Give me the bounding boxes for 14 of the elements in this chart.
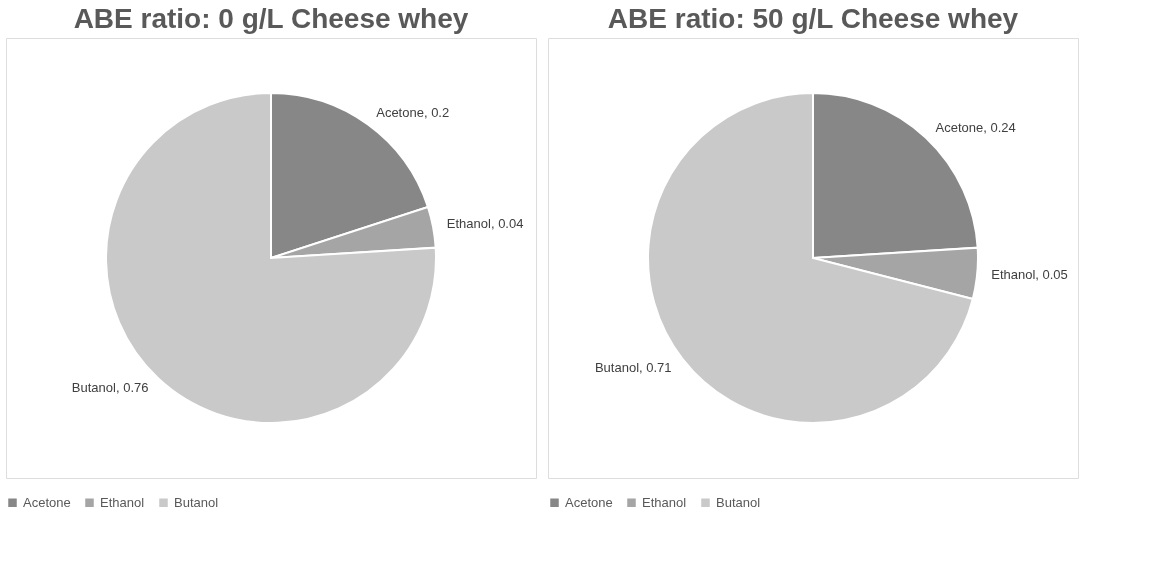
data-label: Ethanol, 0.05 bbox=[991, 266, 1068, 282]
data-label: Acetone, 0.24 bbox=[935, 119, 1016, 135]
legend-label: Acetone bbox=[23, 494, 71, 510]
legend-label: Acetone bbox=[565, 494, 613, 510]
data-label: Butanol, 0.71 bbox=[594, 359, 672, 375]
data-label: Acetone, 0.2 bbox=[376, 105, 450, 121]
legend-label: Ethanol bbox=[100, 494, 145, 510]
data-label: Ethanol, 0.04 bbox=[446, 216, 524, 232]
legend-label: Butanol bbox=[174, 494, 219, 510]
chart-title: ABE ratio: 0 g/L Cheese whey bbox=[73, 3, 469, 34]
chart-title: ABE ratio: 50 g/L Cheese whey bbox=[607, 3, 1019, 34]
legend-label: Ethanol bbox=[642, 494, 687, 510]
data-label: Butanol, 0.76 bbox=[71, 380, 149, 396]
legend-label: Butanol bbox=[716, 494, 761, 510]
